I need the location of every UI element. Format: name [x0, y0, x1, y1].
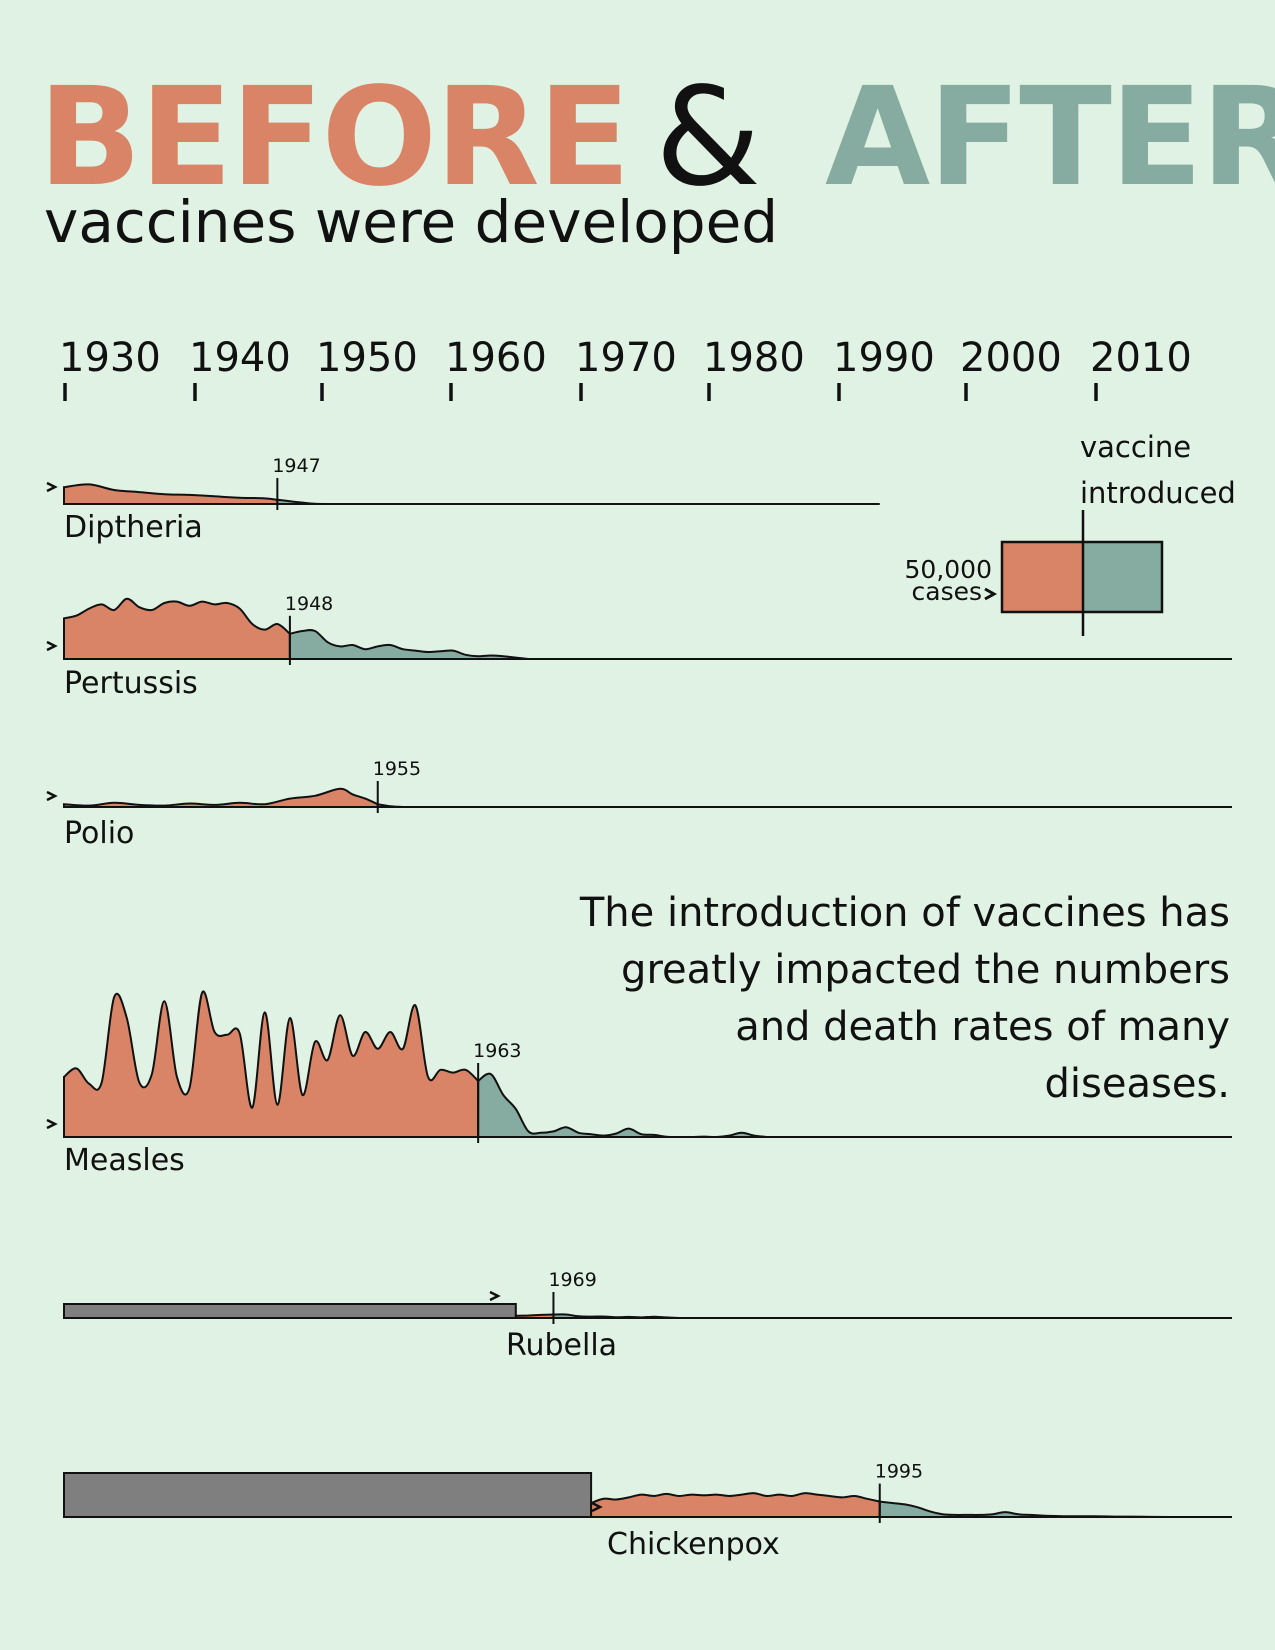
vaccine-year-label: 1969: [548, 1269, 596, 1291]
before-area: [63, 990, 480, 1138]
disease-row-rubella: 1969 Rubella: [63, 1269, 1232, 1363]
legend-label-introduced: introduced: [1080, 476, 1236, 510]
disease-row-pertussis: 1948 Pertussis: [46, 593, 1232, 701]
after-area: [288, 629, 529, 660]
before-area: [63, 597, 291, 660]
scale-arrow-icon: [46, 790, 58, 802]
axis-tick-label: 1950: [316, 335, 418, 381]
scale-arrow-icon: [591, 1501, 603, 1513]
scale-arrow-icon: [46, 640, 58, 652]
disease-label: Rubella: [506, 1328, 617, 1363]
disease-row-chickenpox: 1995 Chickenpox: [63, 1461, 1232, 1562]
axis-tick-label: 1970: [575, 335, 677, 381]
disease-label: Chickenpox: [607, 1527, 780, 1562]
subtitle: vaccines were developed: [44, 188, 779, 256]
before-area: [590, 1492, 881, 1518]
legend-after-box: [1083, 542, 1162, 612]
vaccine-year-label: 1955: [373, 758, 421, 780]
disease-rows: 1947 Diptheria 1948 Pertussis 1955 Polio 1963 M…: [46, 455, 1232, 1562]
vaccine-year-label: 1948: [285, 593, 333, 615]
vaccine-year-label: 1995: [875, 1461, 923, 1483]
axis-tick-label: 2010: [1090, 335, 1192, 381]
axis-tick-label: 1930: [59, 335, 161, 381]
disease-row-measles: 1963 Measles: [46, 990, 1232, 1178]
legend-scale-unit: cases: [912, 577, 983, 606]
disease-label: Pertussis: [64, 666, 198, 701]
title-after: AFTER: [825, 59, 1275, 217]
scale-arrow-icon: [489, 1290, 501, 1302]
scale-arrow-icon: [46, 481, 58, 493]
legend: vaccine introduced 50,000 cases: [905, 430, 1236, 636]
disease-label: Diptheria: [64, 510, 203, 545]
after-area: [878, 1500, 1169, 1518]
disease-label: Polio: [64, 816, 134, 851]
title-ampersand: &: [655, 59, 761, 217]
title-before: BEFORE: [38, 59, 631, 217]
before-area: [63, 787, 379, 808]
legend-scale-arrow-icon: [984, 587, 998, 601]
legend-label-vaccine: vaccine: [1080, 430, 1191, 464]
legend-scale-value: 50,000: [905, 555, 992, 584]
scale-arrow-icon: [46, 1118, 58, 1130]
disease-label: Measles: [64, 1143, 185, 1178]
legend-before-box: [1002, 542, 1083, 612]
axis-tick-label: 1980: [703, 335, 805, 381]
axis-tick-label: 1940: [189, 335, 291, 381]
before-area: [63, 483, 279, 505]
axis-tick-label: 2000: [960, 335, 1062, 381]
timeline-axis: 1930 1940 1950 1960 1970 1980 1990 2000 2010: [59, 335, 1192, 401]
vaccine-year-label: 1947: [272, 455, 320, 477]
vaccine-year-label: 1963: [473, 1040, 521, 1062]
disease-row-polio: 1955 Polio: [46, 758, 1232, 851]
no-data-bar: [63, 1303, 517, 1319]
no-data-bar: [63, 1472, 593, 1518]
annotation-note: The introduction of vaccines has greatly…: [579, 890, 1230, 1107]
axis-tick-label: 1960: [445, 335, 547, 381]
axis-tick-label: 1990: [833, 335, 935, 381]
disease-row-diptheria: 1947 Diptheria: [46, 455, 880, 545]
